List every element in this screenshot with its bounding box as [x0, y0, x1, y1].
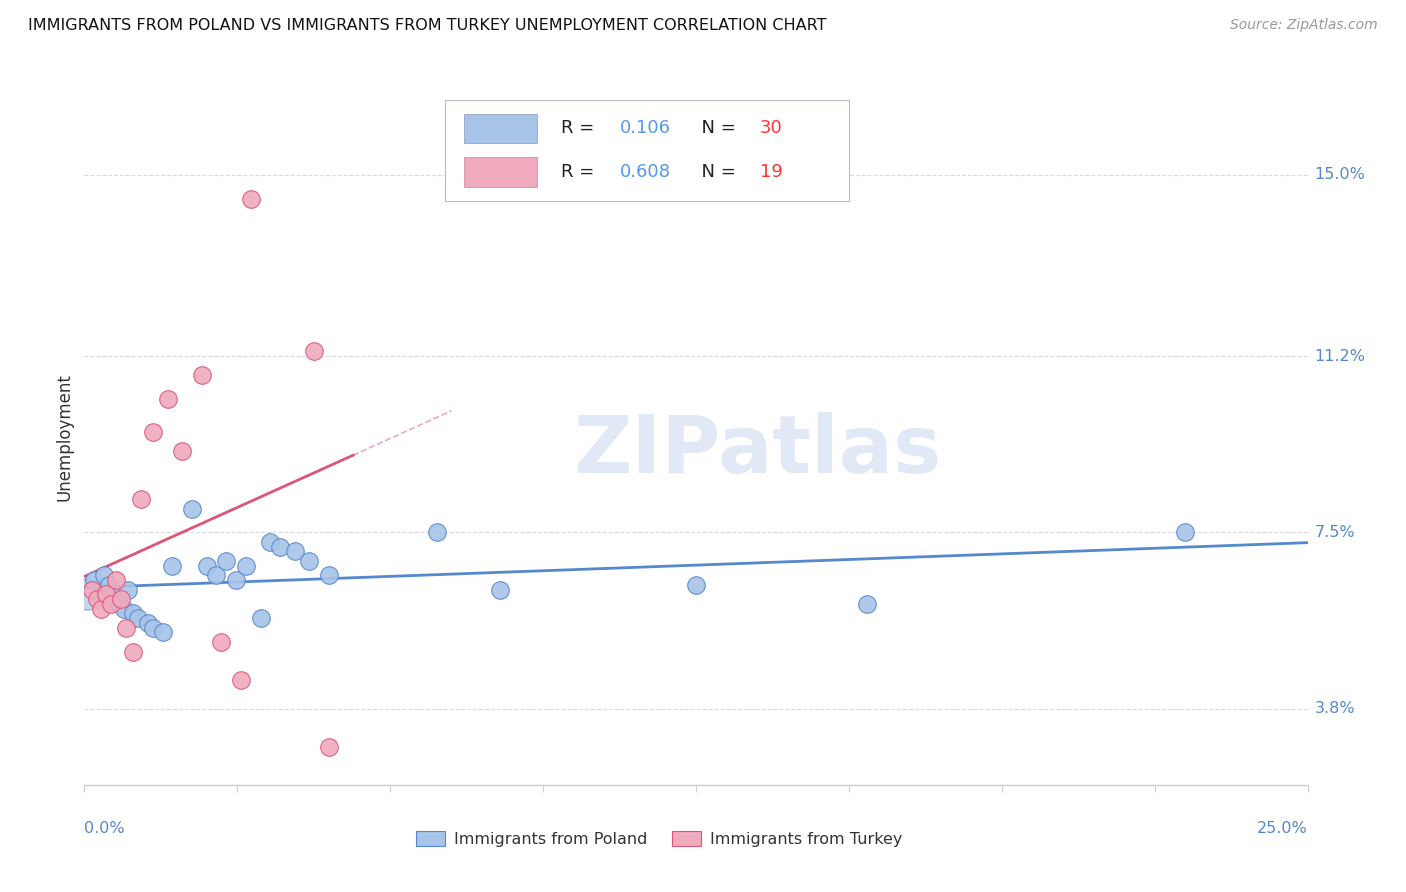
- Text: R =: R =: [561, 120, 600, 137]
- Text: 0.106: 0.106: [620, 120, 671, 137]
- Text: Source: ZipAtlas.com: Source: ZipAtlas.com: [1230, 18, 1378, 32]
- Point: [209, 635, 232, 649]
- Y-axis label: Unemployment: Unemployment: [55, 373, 73, 501]
- Point: [93, 568, 115, 582]
- Point: [239, 192, 262, 206]
- Point: [142, 425, 165, 440]
- Point: [215, 554, 238, 568]
- Point: [181, 501, 204, 516]
- Text: N =: N =: [690, 163, 741, 181]
- Point: [489, 582, 512, 597]
- Text: 0.608: 0.608: [620, 163, 671, 181]
- Point: [103, 587, 125, 601]
- Text: 11.2%: 11.2%: [1315, 349, 1365, 364]
- Point: [129, 491, 152, 506]
- FancyBboxPatch shape: [464, 113, 537, 143]
- Point: [100, 597, 122, 611]
- Point: [90, 601, 112, 615]
- Point: [107, 597, 129, 611]
- Point: [1174, 525, 1197, 540]
- Point: [136, 615, 159, 630]
- Point: [172, 444, 194, 458]
- Point: [83, 573, 105, 587]
- Point: [229, 673, 252, 687]
- Point: [97, 578, 120, 592]
- Text: 19: 19: [759, 163, 783, 181]
- Point: [86, 592, 108, 607]
- Text: 15.0%: 15.0%: [1315, 168, 1365, 183]
- Text: 7.5%: 7.5%: [1315, 524, 1355, 540]
- Point: [122, 607, 145, 621]
- Point: [195, 558, 218, 573]
- Text: 25.0%: 25.0%: [1257, 821, 1308, 836]
- Point: [142, 621, 165, 635]
- Text: 3.8%: 3.8%: [1315, 701, 1355, 716]
- Point: [76, 587, 98, 601]
- Point: [110, 592, 132, 607]
- Point: [156, 392, 179, 406]
- Point: [191, 368, 214, 383]
- Text: 30: 30: [759, 120, 782, 137]
- Point: [105, 573, 128, 587]
- Point: [259, 535, 281, 549]
- Point: [304, 344, 326, 359]
- Point: [122, 644, 145, 658]
- Point: [96, 587, 118, 601]
- Point: [205, 568, 228, 582]
- FancyBboxPatch shape: [446, 100, 849, 201]
- Legend: Immigrants from Poland, Immigrants from Turkey: Immigrants from Poland, Immigrants from …: [409, 824, 908, 854]
- Point: [298, 554, 321, 568]
- Point: [152, 625, 174, 640]
- Point: [225, 573, 247, 587]
- Point: [235, 558, 257, 573]
- Text: 0.0%: 0.0%: [84, 821, 125, 836]
- Point: [162, 558, 184, 573]
- Point: [426, 525, 449, 540]
- Text: R =: R =: [561, 163, 600, 181]
- Point: [112, 601, 135, 615]
- FancyBboxPatch shape: [464, 157, 537, 186]
- Point: [284, 544, 307, 558]
- Text: ZIPatlas: ZIPatlas: [574, 412, 941, 490]
- Point: [318, 568, 340, 582]
- Point: [115, 621, 138, 635]
- Point: [269, 540, 291, 554]
- Point: [318, 739, 340, 754]
- Point: [80, 582, 103, 597]
- Point: [685, 578, 707, 592]
- Point: [249, 611, 271, 625]
- Text: N =: N =: [690, 120, 741, 137]
- Point: [856, 597, 879, 611]
- Text: IMMIGRANTS FROM POLAND VS IMMIGRANTS FROM TURKEY UNEMPLOYMENT CORRELATION CHART: IMMIGRANTS FROM POLAND VS IMMIGRANTS FRO…: [28, 18, 827, 33]
- Point: [117, 582, 139, 597]
- Point: [127, 611, 149, 625]
